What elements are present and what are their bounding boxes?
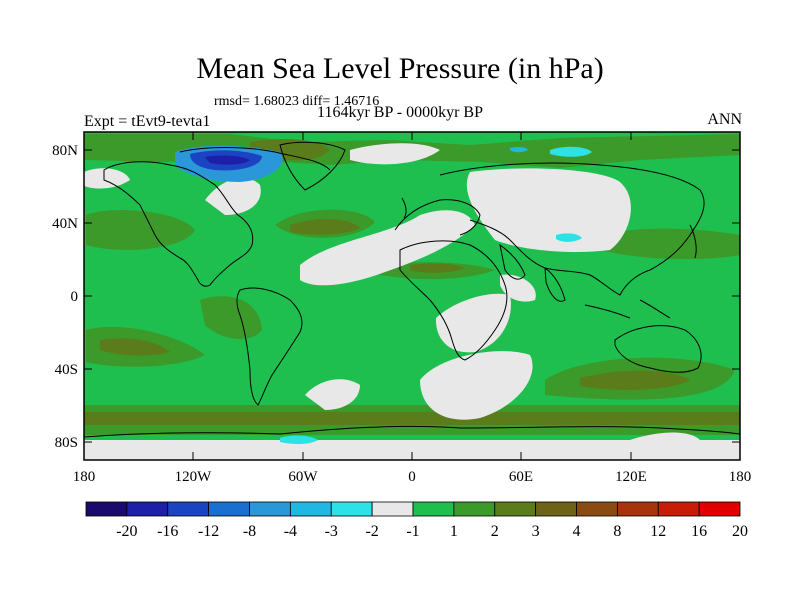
colorbar-label: 2 (491, 523, 499, 540)
colorbar-swatch (85, 501, 128, 517)
lat-label-40n: 40N (52, 216, 78, 232)
colorbar-label: -8 (243, 523, 256, 540)
lon-axis-labels: 180 120W 60W 0 60E 120E 180 (73, 469, 752, 485)
colorbar-label: 20 (732, 523, 748, 540)
colorbar-swatch (698, 501, 741, 517)
axis-ticks (83, 132, 741, 460)
colorbar-swatch (412, 501, 455, 517)
map-title: Mean Sea Level Pressure (in hPa) (196, 52, 604, 85)
colorbar-swatch (453, 501, 496, 517)
lon-label-60w: 60W (288, 469, 318, 485)
lon-label-0: 0 (408, 469, 416, 485)
lat-label-80n: 80N (52, 143, 78, 159)
colorbar-label: -12 (198, 523, 219, 540)
colorbar-swatch (657, 501, 700, 517)
colorbar-swatch (330, 501, 373, 517)
colorbar-swatch (371, 501, 414, 517)
colorbar-swatch (249, 501, 291, 517)
lat-label-80s: 80S (55, 435, 78, 451)
colorbar-swatch (289, 501, 332, 517)
lon-label-60e: 60E (509, 469, 533, 485)
colorbar-label: -2 (365, 523, 378, 540)
colorbar-label: -1 (406, 523, 419, 540)
colorbar-label: 16 (691, 523, 707, 540)
lon-label-180w: 180 (73, 469, 96, 485)
colorbar-label: -4 (284, 523, 297, 540)
coastlines (84, 141, 740, 438)
pressure-field (84, 132, 740, 460)
lon-label-180e: 180 (729, 469, 752, 485)
colorbar-swatch (126, 501, 169, 517)
colorbar-label: -16 (157, 523, 178, 540)
lat-axis-labels: 80N 40N 0 40S 80S (52, 143, 78, 451)
colorbar-label: 3 (532, 523, 540, 540)
colorbar-label: 4 (573, 523, 581, 540)
colorbar-swatch (576, 501, 618, 517)
lon-label-120w: 120W (175, 469, 213, 485)
field-near-zero-regions (84, 143, 740, 460)
colorbar-swatch (208, 501, 250, 517)
colorbar-label: 1 (450, 523, 458, 540)
colorbar-label: 12 (650, 523, 666, 540)
lat-label-40s: 40S (55, 362, 78, 378)
colorbar: -20 -16 -12 -8 -4 -3 -2 -1 1 2 3 4 8 12 16 20 (85, 501, 748, 540)
lon-label-120e: 120E (615, 469, 647, 485)
field-negative-regions (175, 145, 592, 445)
colorbar-label: 8 (613, 523, 621, 540)
colorbar-label: -3 (325, 523, 338, 540)
period-subtitle: 1164kyr BP - 0000kyr BP (317, 104, 483, 121)
colorbar-label: -20 (116, 523, 137, 540)
colorbar-swatch (167, 501, 210, 517)
colorbar-swatch (494, 501, 537, 517)
experiment-label: Expt = tEvt9-tevta1 (84, 113, 211, 130)
season-label: ANN (707, 111, 742, 128)
lat-label-0: 0 (71, 289, 79, 305)
colorbar-swatch (535, 501, 577, 517)
field-3-4-regions (84, 139, 740, 425)
colorbar-swatch (616, 501, 659, 517)
stats-label: rmsd= 1.68023 diff= 1.46716 (214, 94, 380, 109)
